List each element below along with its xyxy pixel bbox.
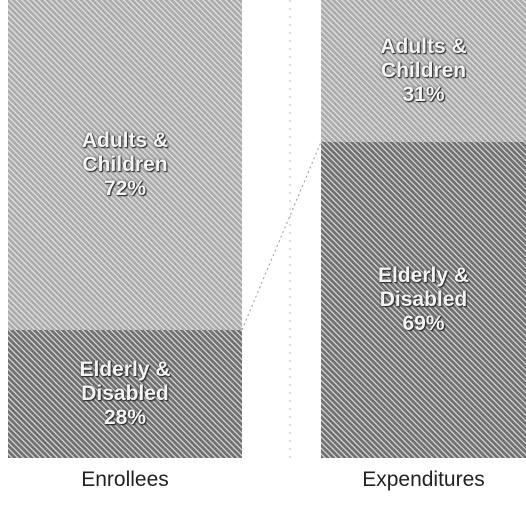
segment-name: Elderly & Disabled [377, 263, 470, 311]
value-label: 69% [402, 311, 445, 335]
bar-segment: Elderly & Disabled 28% [8, 329, 242, 458]
value-label: 31% [402, 82, 445, 106]
bar-segment: Elderly & Disabled 69% [321, 141, 526, 458]
bar-segment: Adults & Children 31% [321, 0, 526, 142]
segment-name: Adults & Children [81, 128, 169, 176]
x-tick-label: Expenditures [362, 468, 485, 491]
segment-name: Adults & Children [380, 34, 467, 82]
value-label: 28% [103, 405, 147, 429]
x-tick-label: Enrollees [81, 468, 169, 491]
connector [241, 141, 322, 330]
value-label: 72% [103, 176, 147, 200]
segment-name: Elderly & Disabled [79, 357, 171, 405]
bar-segment: Adults & Children 72% [8, 0, 242, 330]
